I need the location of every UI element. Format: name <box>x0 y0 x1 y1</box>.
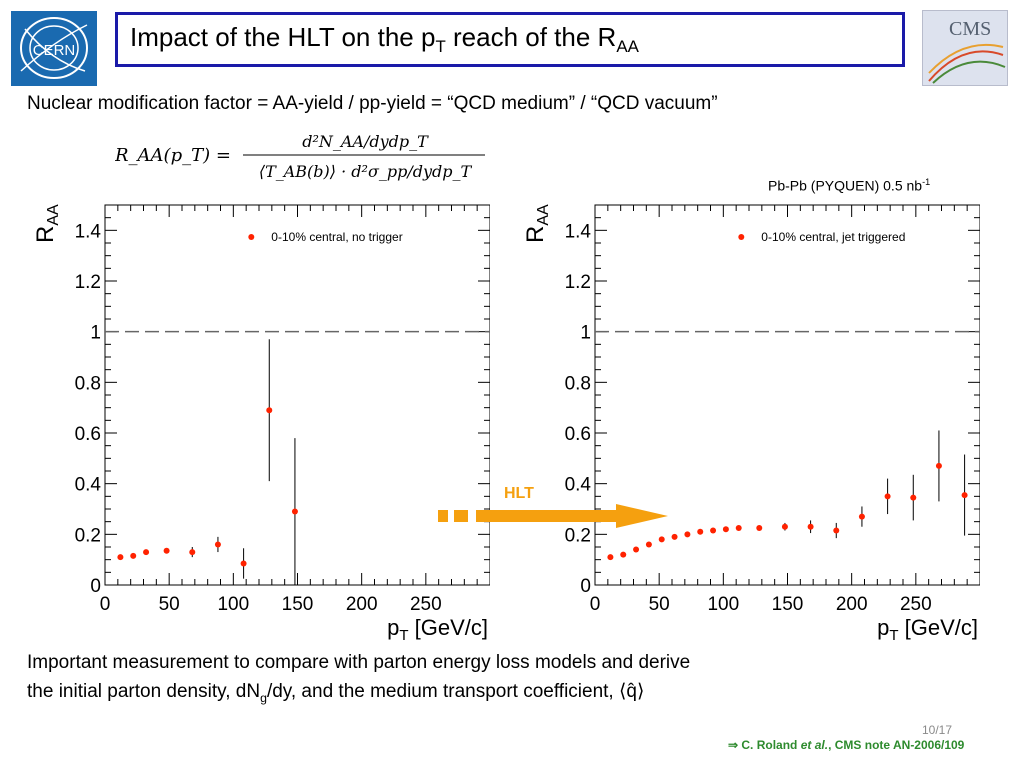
legend-marker <box>738 234 745 240</box>
y-tick-label: 0.2 <box>565 525 591 546</box>
data-point <box>214 541 221 548</box>
x-axis-label: pT [GeV/c] <box>387 615 488 640</box>
x-axis-label: pT [GeV/c] <box>877 615 978 640</box>
y-tick-label: 0.6 <box>565 424 591 445</box>
bottom-text-line-2: the initial parton density, dNg/dy, and … <box>27 681 645 705</box>
formula-lhs: R_AA(p_T) = <box>115 145 231 166</box>
x-tick-label: 100 <box>217 594 249 615</box>
data-point <box>607 554 614 561</box>
bottom-text: Important measurement to compare with pa… <box>27 648 907 713</box>
y-tick-label: 0.6 <box>75 424 101 445</box>
x-tick-label: 150 <box>772 594 804 615</box>
y-tick-label: 0.8 <box>565 373 591 394</box>
x-tick-label: 0 <box>590 594 601 615</box>
plot-frame <box>104 204 491 586</box>
y-tick-label: 0.4 <box>565 475 592 496</box>
bottom-text-line-1: Important measurement to compare with pa… <box>27 652 691 673</box>
formula-denominator: ⟨T_AB(b)⟩ · d²σ_pp/dydp_T <box>259 162 473 181</box>
legend-marker <box>248 234 255 240</box>
legend-label: 0-10% central, no trigger <box>271 230 402 244</box>
data-point <box>143 549 150 556</box>
data-point <box>645 541 652 548</box>
plot-left-no-trigger: 0 0.2 0.4 0.6 0.8 1 1.2 1.4 0 50 100 150 200 250 RAA pT… <box>0 180 491 644</box>
data-point <box>163 547 170 554</box>
data-point <box>807 523 814 530</box>
hlt-arrow-head <box>616 504 668 528</box>
x-tick-label: 50 <box>649 594 670 615</box>
qhat-symbol: ⟨q̂⟩ <box>618 681 645 702</box>
y-axis-label: RAA <box>522 204 552 243</box>
x-tick-label: 250 <box>900 594 932 615</box>
data-point <box>833 527 840 534</box>
hlt-arrow-dash-2 <box>454 510 468 522</box>
x-tick-label: 150 <box>282 594 314 615</box>
data-point <box>130 552 137 559</box>
hlt-arrow-dash-1 <box>438 510 448 522</box>
y-tick-label: 1 <box>580 323 591 344</box>
cms-logo: CMS <box>922 10 1008 86</box>
data-point <box>781 523 788 530</box>
slide-title: Impact of the HLT on the pT reach of the… <box>130 22 639 57</box>
formula-numerator: d²N_AA/dydp_T <box>302 132 429 151</box>
data-point <box>189 549 196 556</box>
legend-label: 0-10% central, jet triggered <box>761 230 905 244</box>
citation: ⇒ C. Roland et al., CMS note AN-2006/109 <box>728 738 965 752</box>
hlt-label: HLT <box>504 485 534 502</box>
y-tick-label: 1.4 <box>75 221 102 242</box>
cern-logo: CERN <box>11 11 97 86</box>
data-point <box>620 551 627 558</box>
raa-formula: R_AA(p_T) = d²N_AA/dydp_T ⟨T_AB(b)⟩ · d²… <box>114 125 495 190</box>
hlt-arrow-shaft <box>476 510 616 522</box>
data-point <box>858 513 865 520</box>
hlt-arrow: HLT <box>436 480 676 540</box>
data-point <box>291 508 298 515</box>
x-tick-label: 50 <box>159 594 180 615</box>
data-point <box>735 525 742 531</box>
data-point <box>684 531 691 538</box>
y-axis-label: RAA <box>32 204 62 243</box>
dataset-label: Pb-Pb (PYQUEN) 0.5 nb-1 <box>768 177 931 194</box>
x-tick-label: 100 <box>707 594 739 615</box>
y-tick-label: 0 <box>580 576 591 597</box>
data-point <box>671 533 678 540</box>
data-point <box>266 407 273 414</box>
x-tick-label: 250 <box>410 594 442 615</box>
x-tick-label: 200 <box>346 594 378 615</box>
data-point <box>756 525 763 531</box>
plot-right-jet-triggered: 0 0.2 0.4 0.6 0.8 1 1.2 1.4 0 50 100 150 200 250 RAA pT… <box>490 180 981 644</box>
data-point <box>697 528 704 535</box>
subtitle: Nuclear modification factor = AA-yield /… <box>27 93 718 114</box>
x-tick-label: 200 <box>836 594 868 615</box>
data-point <box>884 493 891 500</box>
y-tick-label: 1 <box>90 323 101 344</box>
data-point <box>710 527 717 534</box>
data-point <box>722 526 729 533</box>
page-number: 10/17 <box>922 723 953 737</box>
data-point <box>961 492 968 499</box>
x-tick-label: 0 <box>100 594 111 615</box>
y-tick-label: 0 <box>90 576 101 597</box>
y-tick-label: 1.2 <box>75 272 101 293</box>
cms-logo-text: CMS <box>949 18 991 40</box>
y-tick-label: 0.4 <box>75 475 102 496</box>
title-box <box>115 12 905 67</box>
data-point <box>633 546 640 553</box>
y-tick-label: 1.2 <box>565 272 591 293</box>
y-tick-label: 0.8 <box>75 373 101 394</box>
data-point <box>935 462 942 469</box>
y-tick-label: 0.2 <box>75 525 101 546</box>
cern-logo-text: CERN <box>33 42 76 59</box>
data-point <box>240 560 247 567</box>
data-point <box>910 494 917 501</box>
data-point <box>658 536 665 543</box>
y-tick-label: 1.4 <box>565 221 592 242</box>
data-point <box>117 554 124 561</box>
